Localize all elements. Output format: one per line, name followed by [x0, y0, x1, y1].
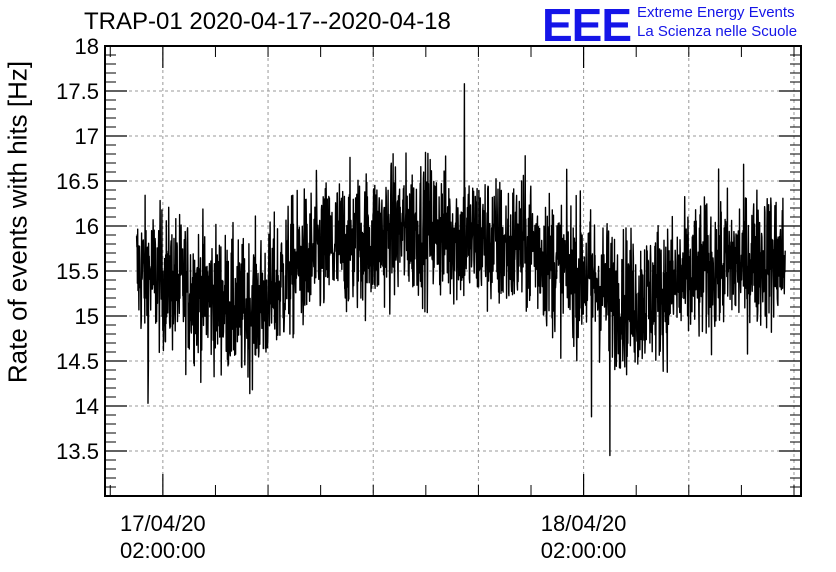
x-tick-label-time: 02:00:00 [120, 538, 206, 563]
chart-title: TRAP-01 2020-04-17--2020-04-18 [84, 8, 451, 35]
logo-line-2: La Scienza nelle Scuole [637, 23, 798, 40]
x-tick-label-date: 17/04/20 [120, 511, 206, 536]
logo-line-1: Extreme Energy Events [637, 4, 795, 21]
y-tick-label: 18 [75, 34, 99, 59]
y-tick-label: 16 [75, 214, 99, 239]
eee-logo: EEE [542, 0, 632, 51]
x-tick-label-time: 02:00:00 [541, 538, 627, 563]
y-tick-label: 15.5 [56, 259, 99, 284]
y-tick-label: 17.5 [56, 79, 99, 104]
y-tick-label: 15 [75, 304, 99, 329]
logo-text: Extreme Energy Events La Scienza nelle S… [637, 3, 797, 41]
axis-ticks [105, 45, 801, 497]
rate-series-line [135, 83, 786, 457]
y-tick-label: 14.5 [56, 349, 99, 374]
y-tick-label: 17 [75, 124, 99, 149]
series-layer [135, 83, 786, 457]
y-tick-label: 13.5 [56, 439, 99, 464]
x-tick-label-date: 18/04/20 [541, 511, 627, 536]
y-tick-label: 16.5 [56, 169, 99, 194]
y-tick-label: 14 [75, 394, 99, 419]
tick-labels: 13.51414.51515.51616.51717.51817/04/2002… [56, 34, 626, 563]
